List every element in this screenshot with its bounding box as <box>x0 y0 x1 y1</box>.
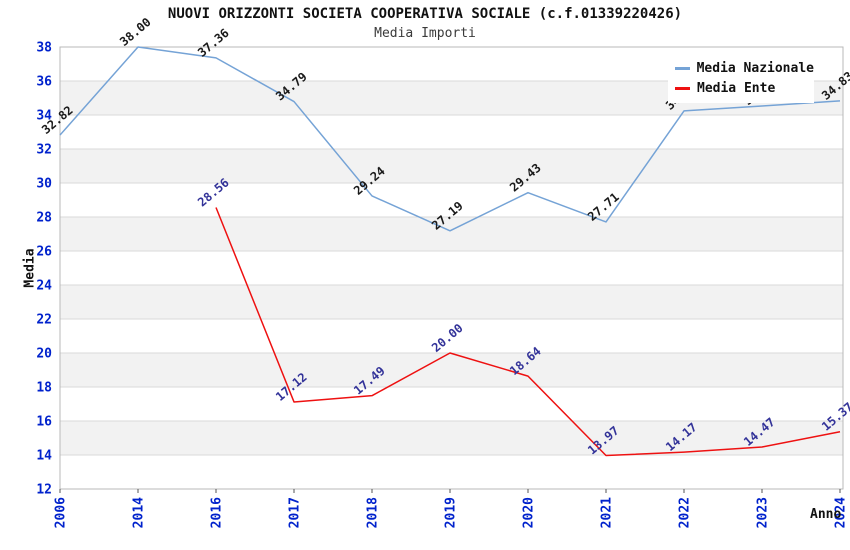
blue-line-swatch-icon <box>675 66 690 70</box>
plot-band <box>60 251 843 285</box>
y-tick-label: 18 <box>36 381 52 396</box>
y-tick-label: 22 <box>36 313 52 328</box>
y-tick-label: 26 <box>36 245 52 260</box>
plot-band <box>60 285 843 319</box>
chart-subtitle: Media Importi <box>374 26 476 41</box>
legend-label: Media Nazionale <box>696 60 814 76</box>
y-axis-title: Media <box>22 248 38 288</box>
x-tick-label: 2016 <box>210 497 225 528</box>
legend-item-media-ente: Media Ente <box>668 81 814 96</box>
series-line-media-nazionale <box>59 46 841 232</box>
x-tick-label: 2021 <box>600 497 615 528</box>
y-tick-label: 16 <box>36 415 52 430</box>
y-tick-label: 12 <box>36 483 52 498</box>
plot-band <box>60 183 843 217</box>
legend-item-media-nazionale: Media Nazionale <box>668 61 814 76</box>
plot-border <box>59 46 844 490</box>
y-tick-label: 32 <box>36 143 52 158</box>
x-tick-label: 2020 <box>522 497 537 528</box>
y-tick-label: 28 <box>36 211 52 226</box>
y-tick-label: 38 <box>36 41 52 56</box>
x-tick-label: 2023 <box>756 497 771 528</box>
plot-band <box>60 217 843 251</box>
y-tick-label: 34 <box>36 109 52 124</box>
x-axis-title: Anno <box>810 507 842 522</box>
x-tick-label: 2024 <box>834 497 849 528</box>
x-tick-label: 2006 <box>54 497 69 528</box>
x-tick-label: 2017 <box>288 497 303 528</box>
chart-title: NUOVI ORIZZONTI SOCIETA COOPERATIVA SOCI… <box>167 6 683 22</box>
series-line-media-ente <box>215 207 841 457</box>
plot-band <box>60 319 843 353</box>
plot-band <box>60 387 843 421</box>
legend: Media Nazionale Media Ente <box>668 53 814 103</box>
plot-band <box>60 353 843 387</box>
legend-label: Media Ente <box>697 80 776 96</box>
plot-band <box>60 115 843 149</box>
y-tick-label: 30 <box>36 177 52 192</box>
x-tick-label: 2022 <box>678 497 693 528</box>
plot-band <box>60 421 843 455</box>
y-tick-label: 14 <box>36 449 52 464</box>
y-tick-label: 20 <box>36 347 52 362</box>
x-tick-label: 2019 <box>444 497 459 528</box>
plot-band <box>60 455 843 489</box>
plot-band <box>60 149 843 183</box>
y-tick-label: 24 <box>36 279 52 294</box>
x-tick-label: 2014 <box>132 497 147 528</box>
red-line-swatch-icon <box>675 86 690 90</box>
y-tick-label: 36 <box>36 75 52 90</box>
x-tick-label: 2018 <box>366 497 381 528</box>
